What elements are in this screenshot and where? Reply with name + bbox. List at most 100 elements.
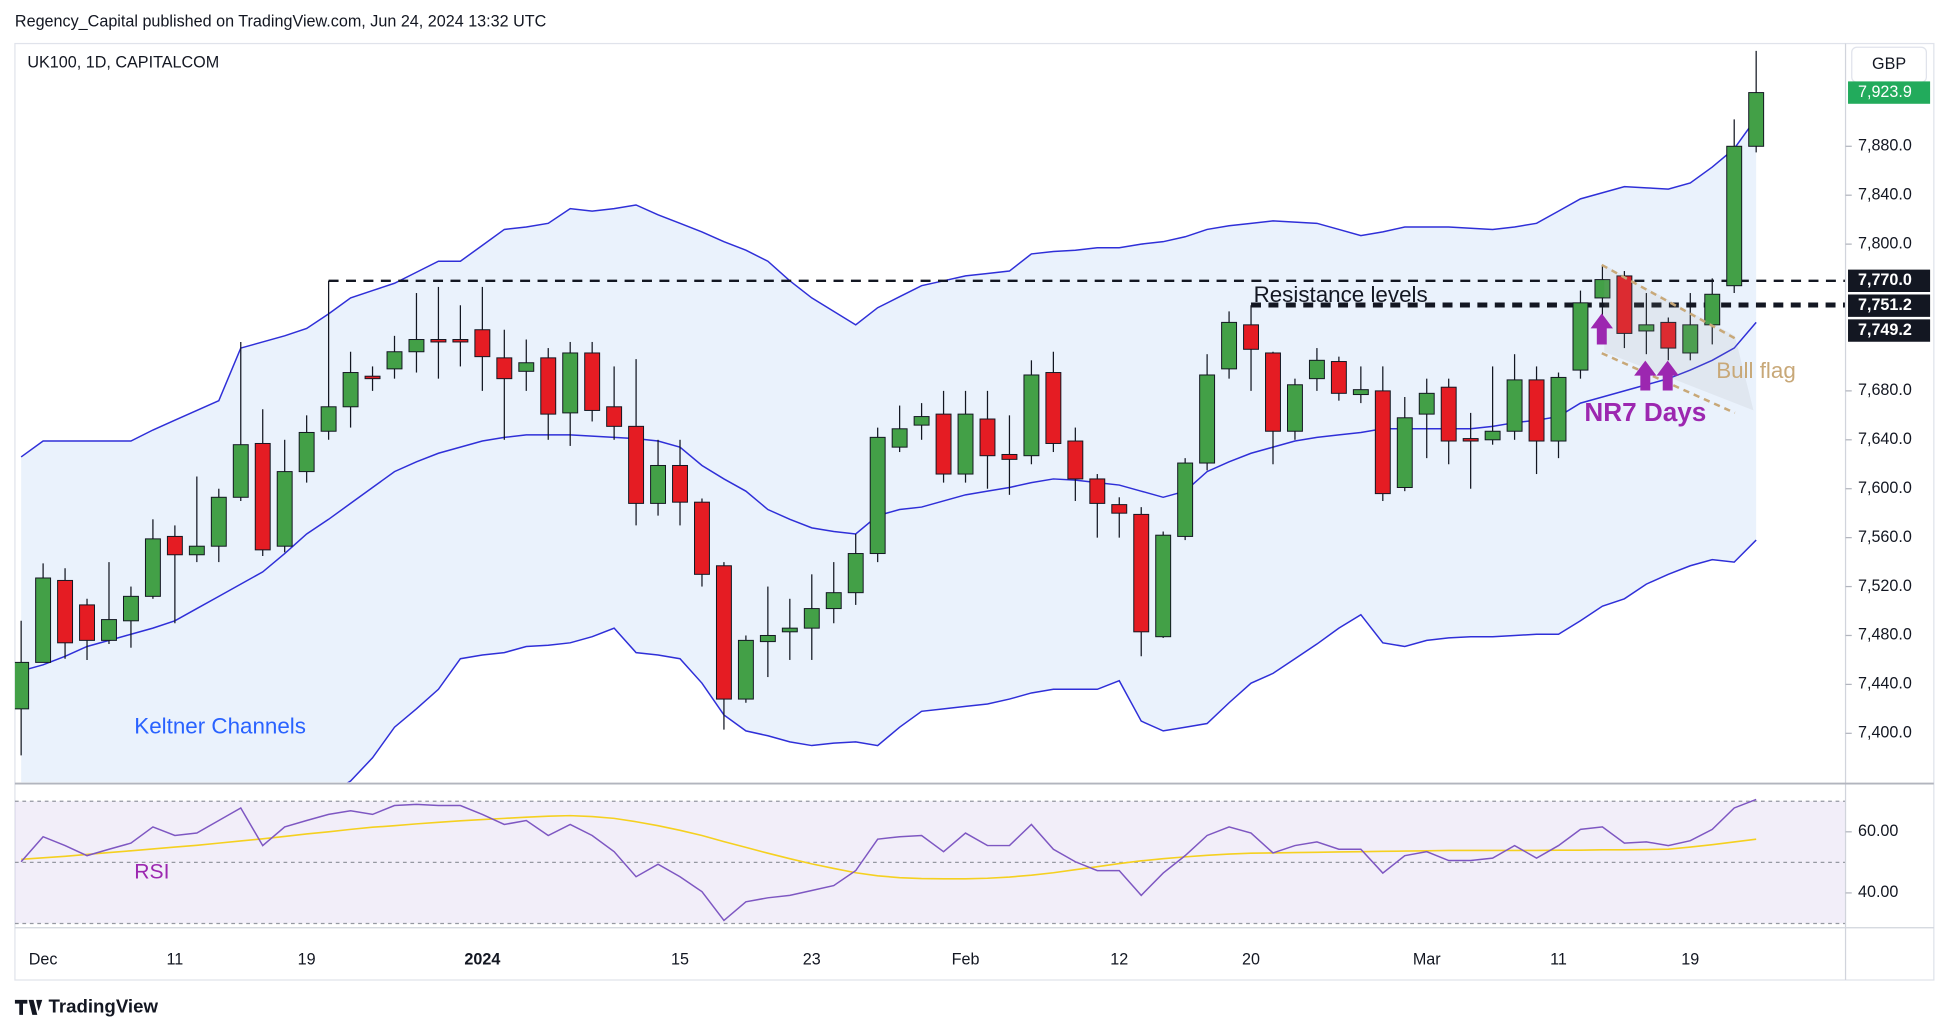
candle-body xyxy=(1243,324,1259,350)
candle-body xyxy=(1352,389,1369,396)
rsi-annotation: RSI xyxy=(134,861,169,884)
x-tick-label: 11 xyxy=(166,950,183,968)
candle-body xyxy=(1199,374,1216,464)
candle-body xyxy=(672,464,688,503)
candle-body xyxy=(408,339,425,353)
candle-body xyxy=(1023,374,1040,457)
candle-body xyxy=(1221,321,1238,370)
candle-body xyxy=(188,545,205,556)
candle-body xyxy=(254,442,271,551)
keltner-annotation: Keltner Channels xyxy=(134,713,306,738)
x-tick-label: 2024 xyxy=(464,950,500,968)
price-line-label: 7,770.0 xyxy=(1858,271,1912,289)
candle-body xyxy=(1133,513,1150,633)
candle-body xyxy=(452,339,469,343)
candle-body xyxy=(979,418,996,457)
y-tick-label: 7,560.0 xyxy=(1858,528,1912,546)
x-tick-label: 19 xyxy=(298,950,316,968)
overlay: Resistance levels Keltner Channels RSI B… xyxy=(134,263,1796,884)
header-text: Regency_Capital published on TradingView… xyxy=(15,13,547,31)
nr7-arrow xyxy=(1656,360,1679,391)
flag-shade xyxy=(1604,264,1754,411)
candle-body xyxy=(1506,379,1523,432)
candle-body xyxy=(1704,293,1721,326)
candle-body xyxy=(847,553,864,594)
y-tick-label: 7,400.0 xyxy=(1858,724,1912,742)
candle-body xyxy=(1287,384,1303,432)
candle-body xyxy=(562,352,579,414)
candle-body xyxy=(1418,392,1435,415)
candle-body xyxy=(913,416,930,426)
brand-name: TradingView xyxy=(49,995,159,1016)
last-price-label: 7,923.9 xyxy=(1858,83,1912,101)
symbol-label: UK100, 1D, CAPITALCOM xyxy=(27,54,219,72)
candle-body xyxy=(35,577,52,663)
candle-body xyxy=(1177,462,1194,537)
candle-body xyxy=(1001,453,1018,460)
x-tick-label: Dec xyxy=(29,950,58,968)
y-tick-label: 7,480.0 xyxy=(1858,626,1912,644)
y-tick-label: 7,600.0 xyxy=(1858,479,1912,497)
y-tick-label: 7,680.0 xyxy=(1858,381,1912,399)
candle-body xyxy=(518,362,535,372)
nr7-annotation: NR7 Days xyxy=(1584,397,1706,427)
candle-body xyxy=(144,538,161,597)
y-tick-label: 7,840.0 xyxy=(1858,185,1912,203)
y-tick-label: 7,800.0 xyxy=(1858,234,1912,252)
candle-body xyxy=(342,372,359,408)
candle-body xyxy=(1374,390,1391,495)
y-tick-label: 7,640.0 xyxy=(1858,430,1912,448)
candle-body xyxy=(122,595,139,622)
candle-body xyxy=(1682,324,1699,354)
nr7-arrow xyxy=(1590,313,1613,345)
candle-body xyxy=(1045,372,1062,444)
candle-body xyxy=(386,351,403,370)
candle-body xyxy=(1462,438,1479,442)
x-tick-label: 20 xyxy=(1242,950,1260,968)
price-line-box xyxy=(1848,294,1931,317)
candle-body xyxy=(759,634,776,643)
rsi-band xyxy=(14,801,1846,924)
candle-body xyxy=(101,619,117,641)
candle-body xyxy=(320,406,337,432)
candle-body xyxy=(1265,352,1281,432)
candle-body xyxy=(825,592,842,610)
candle-body xyxy=(1111,504,1128,514)
candle-body xyxy=(628,425,645,504)
bull-flag-annotation: Bull flag xyxy=(1716,358,1796,383)
candle-body xyxy=(14,661,30,710)
candle-body xyxy=(1484,430,1501,441)
candle-body xyxy=(1330,361,1347,394)
candle-body xyxy=(650,464,667,504)
candle-body xyxy=(166,535,183,556)
candle-body xyxy=(364,375,381,380)
rsi-tick-label: 40.00 xyxy=(1858,883,1898,901)
candle-body xyxy=(1308,359,1325,380)
candle-body xyxy=(79,604,95,641)
y-tick-label: 7,520.0 xyxy=(1858,577,1912,595)
candle-body xyxy=(957,413,974,475)
candle-body xyxy=(1594,279,1611,299)
chart-frame xyxy=(14,42,1935,981)
keltner-upper xyxy=(20,117,1757,458)
candle-body xyxy=(584,352,601,411)
candle-body xyxy=(1638,324,1655,332)
candle-body xyxy=(232,444,249,498)
nr7-arrow xyxy=(1634,360,1657,391)
candle-body xyxy=(1089,478,1106,504)
x-tick-label: 23 xyxy=(803,950,821,968)
price-line-box xyxy=(1848,319,1931,342)
candle-body xyxy=(1660,321,1677,349)
price-line-label: 7,749.2 xyxy=(1858,321,1912,339)
y-tick-label: 7,880.0 xyxy=(1858,137,1912,155)
candle-body xyxy=(430,339,447,343)
candle-body xyxy=(1550,376,1567,442)
candle-body xyxy=(1396,417,1413,488)
candle-body xyxy=(1726,145,1743,287)
candle-body xyxy=(737,639,754,700)
currency-label[interactable]: GBP xyxy=(1872,55,1906,73)
candle-body xyxy=(715,565,732,700)
rsi-pane xyxy=(14,798,1846,925)
candle-body xyxy=(803,608,820,629)
flag-line xyxy=(1601,263,1736,340)
